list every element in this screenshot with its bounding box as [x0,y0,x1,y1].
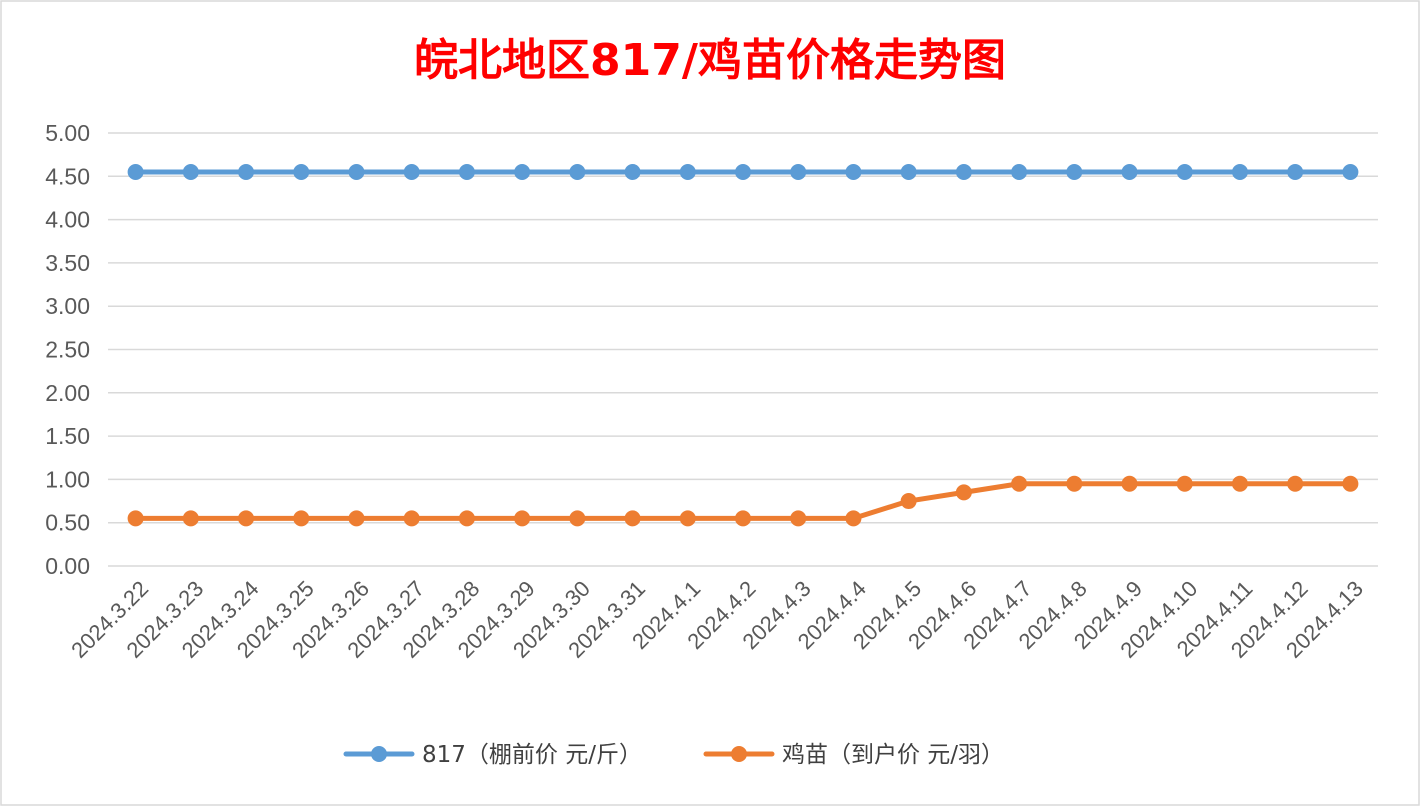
y-tick-label: 0.50 [45,510,90,536]
y-tick-label: 1.50 [45,423,90,449]
data-point [238,510,255,527]
data-point [735,510,751,527]
data-point [790,510,807,527]
data-point [403,163,420,180]
data-point [900,163,917,180]
y-tick-label: 2.50 [45,337,90,363]
series-1 [127,163,1359,180]
data-point [1342,475,1359,492]
data-point [348,163,365,180]
y-tick-label: 4.50 [45,163,90,189]
y-tick-label: 5.00 [45,120,90,146]
data-point [679,163,696,180]
data-point [1231,163,1248,180]
data-point [514,510,531,527]
data-point [514,163,531,180]
data-point [569,510,586,527]
data-point [1342,163,1359,180]
data-point [1231,475,1248,492]
data-point [955,163,972,180]
data-point [1011,475,1028,492]
legend-item: 817（棚前价 元/斤） [343,742,642,768]
legend: 817（棚前价 元/斤） 鸡苗（到户价 元/羽） [343,742,1004,768]
data-point [182,163,199,180]
legend-swatch-marker [371,746,387,762]
gridlines [108,132,1378,567]
data-point [624,510,641,527]
data-point [458,510,475,527]
y-tick-label: 0.00 [45,553,90,579]
data-point [1287,163,1304,180]
data-point [1011,163,1028,180]
data-point [403,510,420,527]
data-point [735,163,751,180]
data-point [955,484,972,501]
series-2 [127,475,1359,527]
legend-label: 鸡苗（到户价 元/羽） [782,742,1004,768]
data-point [845,510,862,527]
data-point [458,163,475,180]
data-point [293,163,310,180]
data-point [569,163,586,180]
data-point [1287,475,1304,492]
data-point [790,163,807,180]
chart-title: 皖北地区817/鸡苗价格走势图 [414,35,1006,86]
legend-label: 817（棚前价 元/斤） [422,742,642,768]
data-point [238,163,255,180]
legend-item: 鸡苗（到户价 元/羽） [703,742,1004,768]
y-tick-label: 1.00 [45,466,90,492]
data-point [182,510,199,527]
data-point [900,493,917,510]
y-axis-tick-labels: 0.00 0.50 1.00 1.50 2.00 2.50 3.00 3.50 4.00 4.50… [45,120,90,579]
legend-swatch-marker [731,746,747,762]
y-tick-label: 2.00 [45,380,90,406]
y-tick-label: 4.00 [45,207,90,233]
data-point [1066,163,1083,180]
data-point [845,163,862,180]
y-tick-label: 3.00 [45,293,90,319]
data-point [1121,163,1138,180]
data-point [679,510,696,527]
data-point [1176,475,1193,492]
y-tick-label: 3.50 [45,250,90,276]
data-point [1066,475,1083,492]
series-lines [127,163,1359,527]
data-point [1121,475,1138,492]
data-point [127,163,144,180]
data-point [348,510,365,527]
data-point [1176,163,1193,180]
data-point [624,163,641,180]
data-point [293,510,310,527]
data-point [127,510,144,527]
